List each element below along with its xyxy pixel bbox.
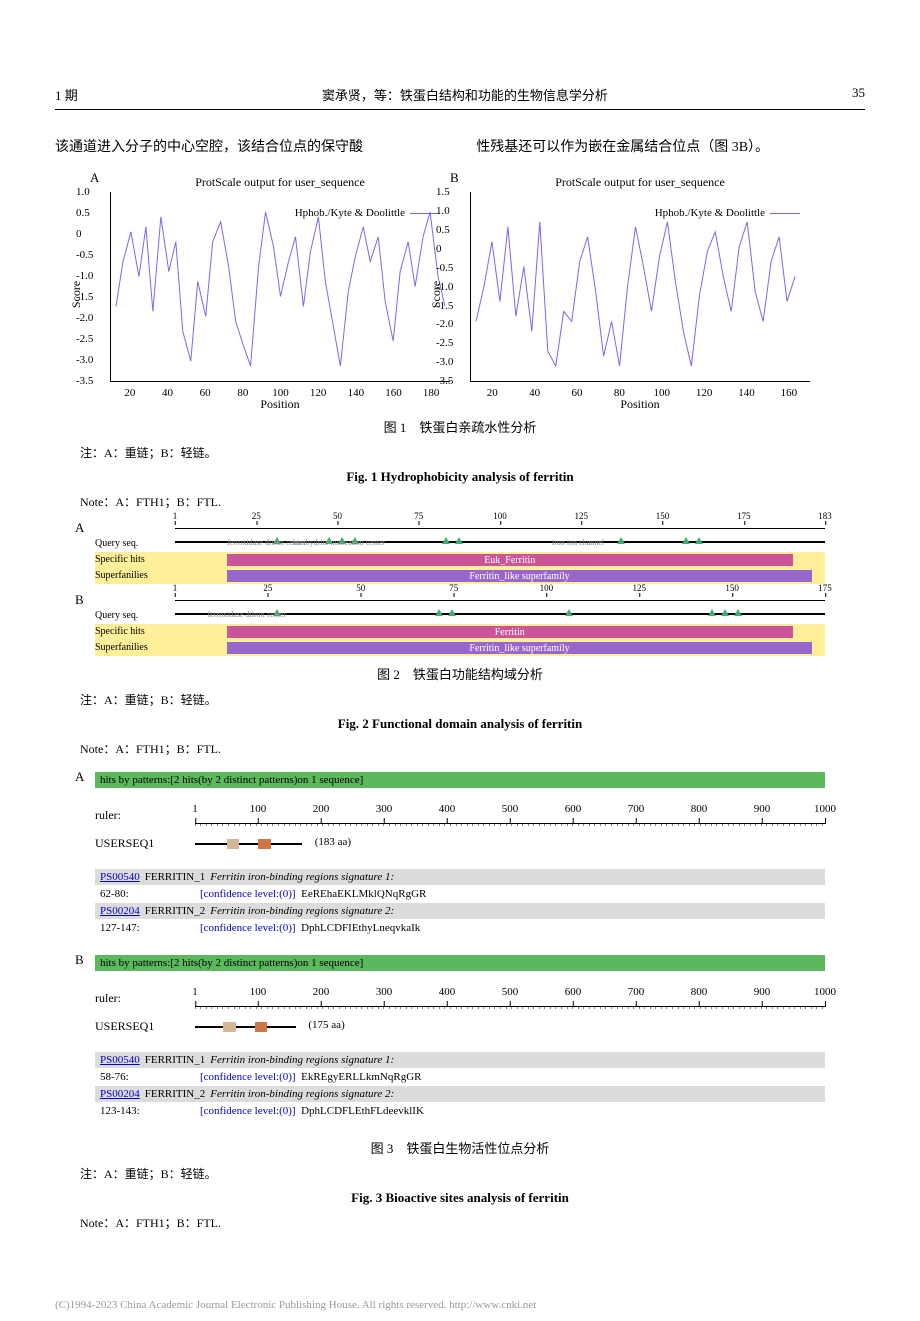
fig1-note-cn: 注：A：重链；B：轻链。 xyxy=(80,444,865,461)
figure-2: A1255075100125150175183Query seq.ferroxi… xyxy=(95,520,825,656)
figure-3: Ahits by patterns:[2 hits(by 2 distinct … xyxy=(95,772,825,1120)
issue: 1 期 xyxy=(55,85,78,104)
fig2-caption-cn: 图 2 铁蛋白功能结构域分析 xyxy=(55,664,865,683)
fig2-note-cn: 注：A：重链；B：轻链。 xyxy=(80,691,865,708)
chart-panel-a: A ProtScale output for user_sequence Sco… xyxy=(110,175,450,412)
page-number: 35 xyxy=(852,85,865,104)
fig3-note-en: Note：A：FTH1；B：FTL. xyxy=(80,1214,865,1231)
chart-panel-b: B ProtScale output for user_sequence Sco… xyxy=(470,175,810,412)
chart-b-area: Score Hphob./Kyte & Doolittle 1.51.00.50… xyxy=(470,192,810,382)
chart-a-area: Score Hphob./Kyte & Doolittle 1.00.50-0.… xyxy=(110,192,450,382)
fig1-caption-en: Fig. 1 Hydrophobicity analysis of ferrit… xyxy=(55,469,865,485)
fig3-caption-en: Fig. 3 Bioactive sites analysis of ferri… xyxy=(55,1190,865,1206)
fig2-caption-en: Fig. 2 Functional domain analysis of fer… xyxy=(55,716,865,732)
fig1-caption-cn: 图 1 铁蛋白亲疏水性分析 xyxy=(55,417,865,436)
figure-1: A ProtScale output for user_sequence Sco… xyxy=(55,175,865,412)
fig1-note-en: Note：A：FTH1；B：FTL. xyxy=(80,493,865,510)
header-title: 窦承贤，等：铁蛋白结构和功能的生物信息学分析 xyxy=(322,85,608,104)
body-paragraph: 该通道进入分子的中心空腔，该结合位点的保守酸 性残基还可以作为嵌在金属结合位点（… xyxy=(55,135,865,160)
page-header: 1 期 窦承贤，等：铁蛋白结构和功能的生物信息学分析 35 xyxy=(55,85,865,110)
fig3-caption-cn: 图 3 铁蛋白生物活性位点分析 xyxy=(55,1138,865,1157)
fig2-note-en: Note：A：FTH1；B：FTL. xyxy=(80,740,865,757)
footer: (C)1994-2023 China Academic Journal Elec… xyxy=(0,1269,920,1321)
fig3-note-cn: 注：A：重链；B：轻链。 xyxy=(80,1165,865,1182)
